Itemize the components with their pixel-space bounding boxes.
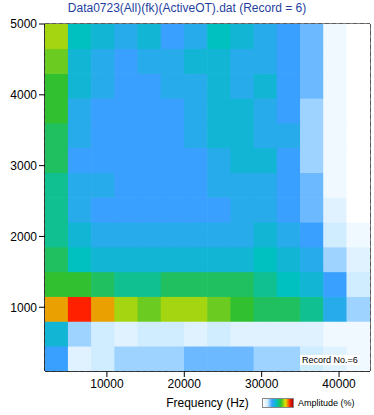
html-text:Record No.=6: Record No.=6 (302, 355, 358, 365)
svg-text:10000: 10000 (90, 377, 124, 391)
html-text:Amplitude (%): Amplitude (%) (298, 398, 355, 408)
svg-text:40000: 40000 (322, 377, 356, 391)
svg-text:Frequency (Hz): Frequency (Hz) (166, 396, 249, 410)
svg-text:5000: 5000 (10, 17, 37, 31)
svg-text:20000: 20000 (168, 377, 202, 391)
svg-text:3000: 3000 (10, 159, 37, 173)
html-text:Data0723(All)(fk)(ActiveOT).da: Data0723(All)(fk)(ActiveOT).dat (Record … (67, 1, 307, 15)
svg-text:30000: 30000 (245, 377, 279, 391)
svg-text:2000: 2000 (10, 230, 37, 244)
svg-text:4000: 4000 (10, 88, 37, 102)
svg-text:1000: 1000 (10, 301, 37, 315)
